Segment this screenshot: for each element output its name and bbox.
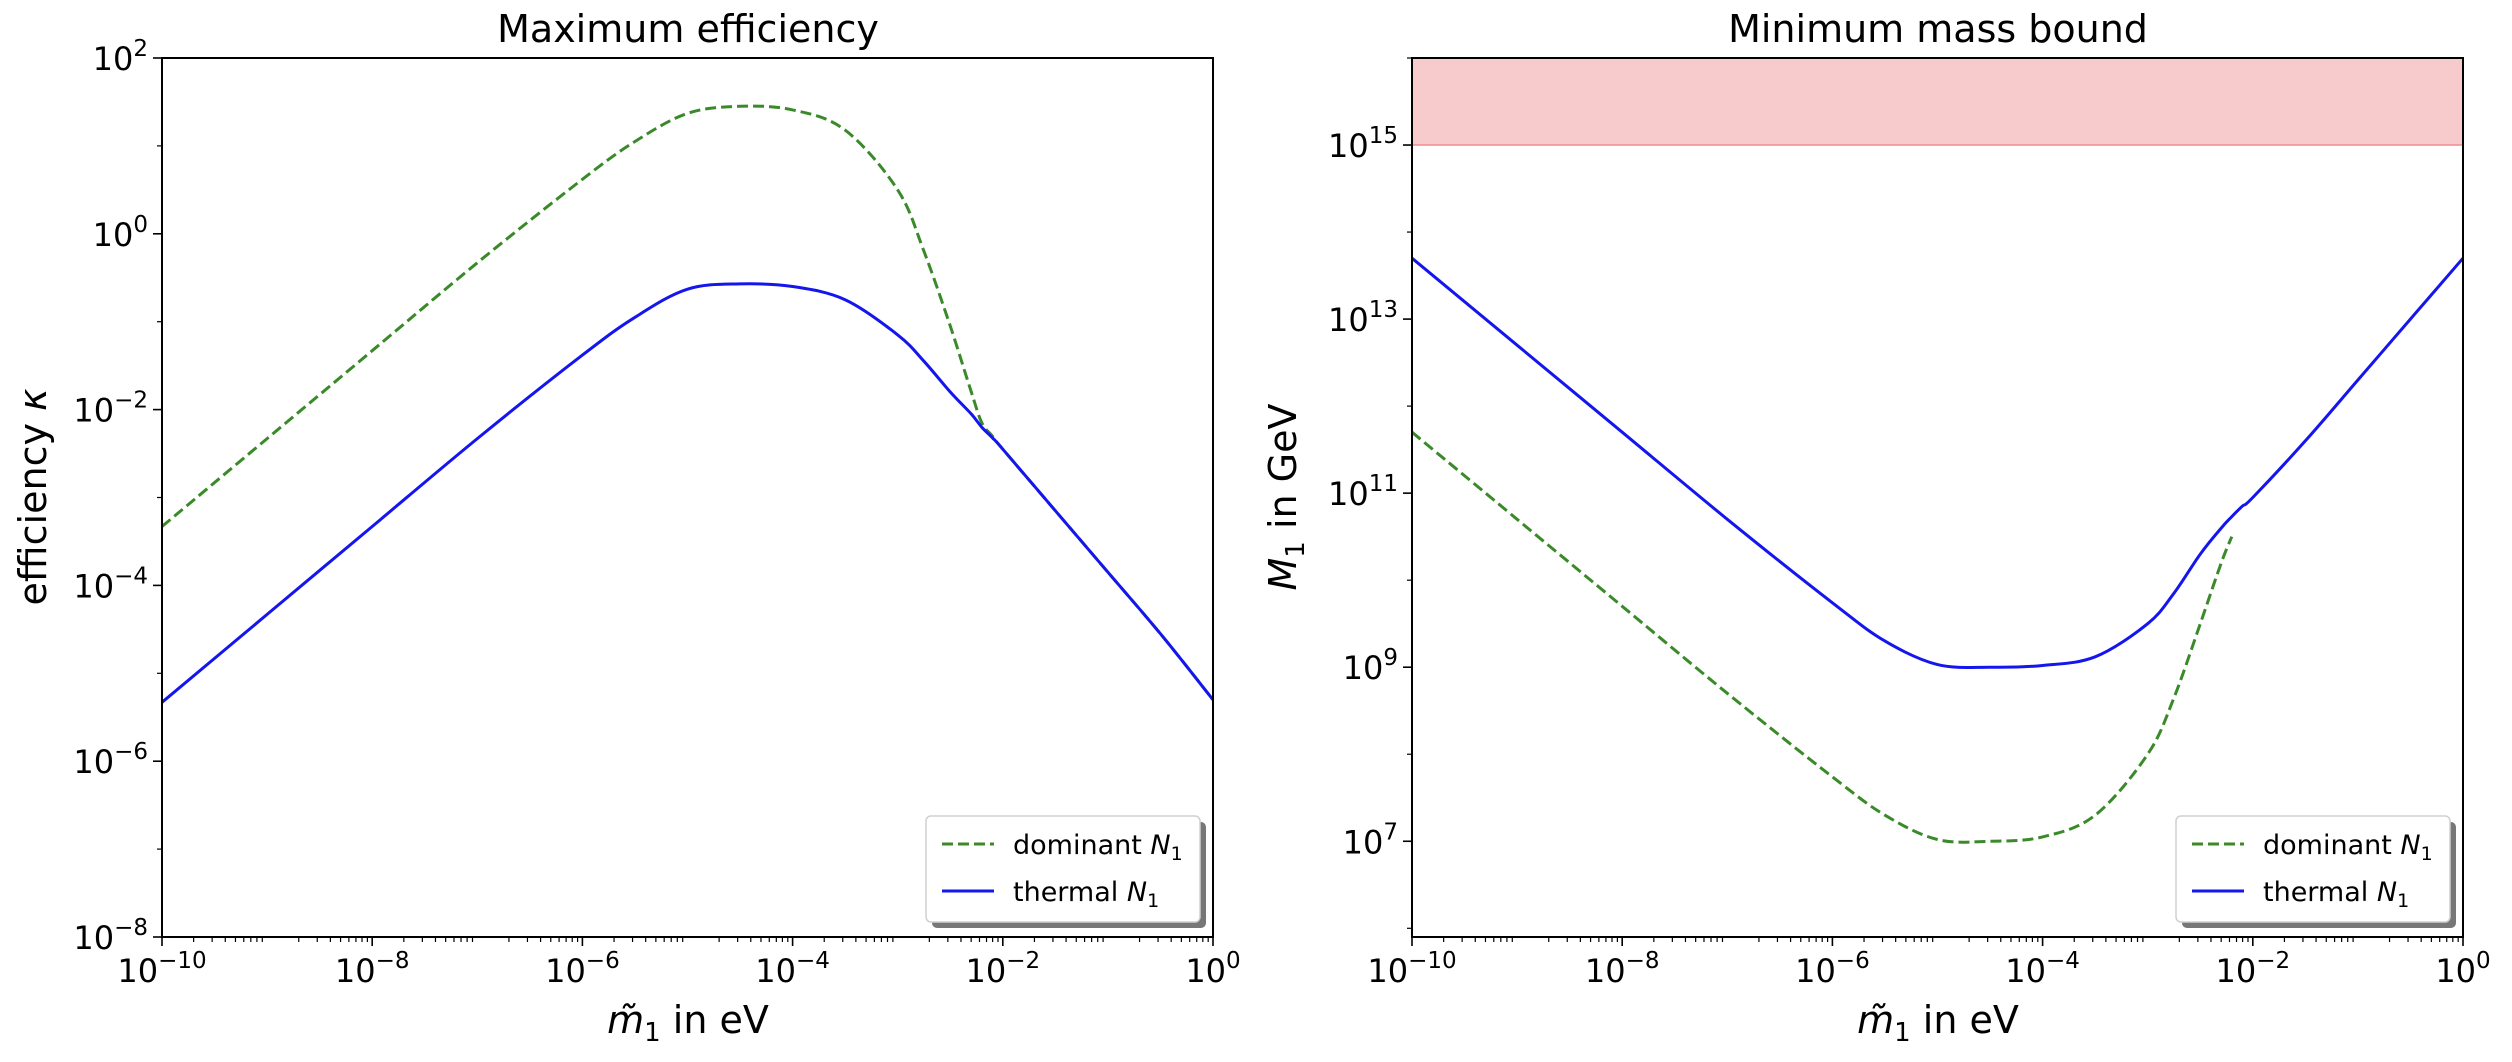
legend-label-dominant: dominant N1 [1013, 830, 1183, 865]
y-tick-label: 102 [93, 36, 148, 78]
y-tick-label: 1013 [1328, 297, 1398, 339]
y-axis-label: M1 in GeV [1261, 404, 1311, 591]
y-tick-label: 10−6 [73, 739, 148, 781]
x-axis-label-prefix: m̃ [1857, 998, 1894, 1042]
series-line-dominant [161, 104, 1215, 701]
legend-label-dominant-symbol: N [2400, 830, 2420, 861]
y-axis-label: efficiency κ [11, 388, 55, 606]
ticks-layer: 10−10 10−8 10−6 10−4 10−2 100 107 109 1011 1013 10… [1328, 57, 2491, 990]
y-axis-label-symbol: M [1261, 558, 1305, 591]
series-layer [1411, 257, 2465, 844]
x-tick-label: 10−2 [2215, 948, 2290, 990]
x-axis-label: m̃1 in eV [1857, 998, 2019, 1048]
y-tick-label: 107 [1343, 819, 1398, 861]
legend-label-dominant-prefix: dominant [2263, 830, 2400, 861]
x-tick-label: 10−6 [1795, 948, 1870, 990]
ticks-layer: 10−10 10−8 10−6 10−4 10−2 10010−810−610−410−2… [73, 36, 1240, 990]
x-axis-label-sub: 1 [644, 1018, 661, 1048]
panel-mass-bound: Minimum mass bound 10−10 10−8 10−6 10−4 10−2… [1261, 7, 2491, 1048]
x-tick-label: 10−8 [335, 948, 410, 990]
legend-label-thermal-prefix: thermal [2263, 877, 2377, 908]
legend-label-dominant-symbol: N [1150, 830, 1170, 861]
series-line-dominant [1411, 431, 2234, 844]
legend-box [925, 815, 1201, 923]
chart-title: Minimum mass bound [1728, 7, 2148, 51]
y-tick-label: 1015 [1328, 123, 1398, 165]
x-tick-label: 10−6 [545, 948, 620, 990]
series-line-thermal [161, 282, 1215, 704]
y-tick-label: 10−8 [73, 915, 148, 957]
x-tick-label: 100 [2435, 948, 2490, 990]
panel-efficiency: Maximum efficiency 10−10 10−8 10−6 10−4 10−2… [11, 7, 1241, 1048]
y-axis-label-text: efficiency [11, 411, 55, 606]
legend-label-thermal-sub: 1 [1147, 890, 1159, 912]
legend: dominant N1 thermal N1 [925, 815, 1206, 928]
x-tick-label: 100 [1185, 948, 1240, 990]
chart-title: Maximum efficiency [497, 7, 879, 51]
x-tick-label: 10−8 [1585, 948, 1660, 990]
x-tick-label: 10−10 [117, 948, 206, 990]
legend-label-dominant-prefix: dominant [1013, 830, 1150, 861]
y-tick-label: 10−4 [73, 563, 148, 605]
series-layer [161, 104, 1215, 704]
legend-label-dominant-sub: 1 [2421, 843, 2433, 865]
x-tick-label: 10−10 [1367, 948, 1456, 990]
x-axis-label: m̃1 in eV [607, 998, 769, 1048]
legend-box [2175, 815, 2451, 923]
plot-frame [1411, 57, 2464, 938]
x-tick-label: 10−4 [2005, 948, 2080, 990]
y-tick-label: 100 [93, 212, 148, 254]
x-tick-label: 10−2 [965, 948, 1040, 990]
legend-label-thermal-symbol: N [2377, 877, 2397, 908]
legend-label-thermal-symbol: N [1127, 877, 1147, 908]
y-tick-label: 109 [1343, 645, 1398, 687]
x-axis-label-sub: 1 [1894, 1018, 1911, 1048]
x-axis-label-suffix: in eV [1911, 998, 2019, 1042]
y-axis-label-suffix: in GeV [1261, 404, 1305, 542]
legend: dominant N1 thermal N1 [2175, 815, 2456, 928]
legend-label-thermal-sub: 1 [2397, 890, 2409, 912]
series-line-thermal [1411, 257, 2465, 669]
y-axis-label-sub: 1 [1281, 541, 1311, 558]
legend-label-thermal-prefix: thermal [1013, 877, 1127, 908]
x-tick-label: 10−4 [755, 948, 830, 990]
x-axis-label-prefix: m̃ [607, 998, 644, 1042]
legend-label-dominant-sub: 1 [1171, 843, 1183, 865]
y-axis-label-symbol: κ [11, 388, 55, 411]
x-axis-label-suffix: in eV [661, 998, 769, 1042]
plot-frame [161, 57, 1214, 938]
legend-label-dominant: dominant N1 [2263, 830, 2433, 865]
legend-label-thermal: thermal N1 [2263, 877, 2409, 912]
y-tick-label: 10−2 [73, 388, 148, 430]
legend-label-thermal: thermal N1 [1013, 877, 1159, 912]
excluded-region [1412, 58, 2463, 146]
y-tick-label: 1011 [1328, 471, 1398, 513]
